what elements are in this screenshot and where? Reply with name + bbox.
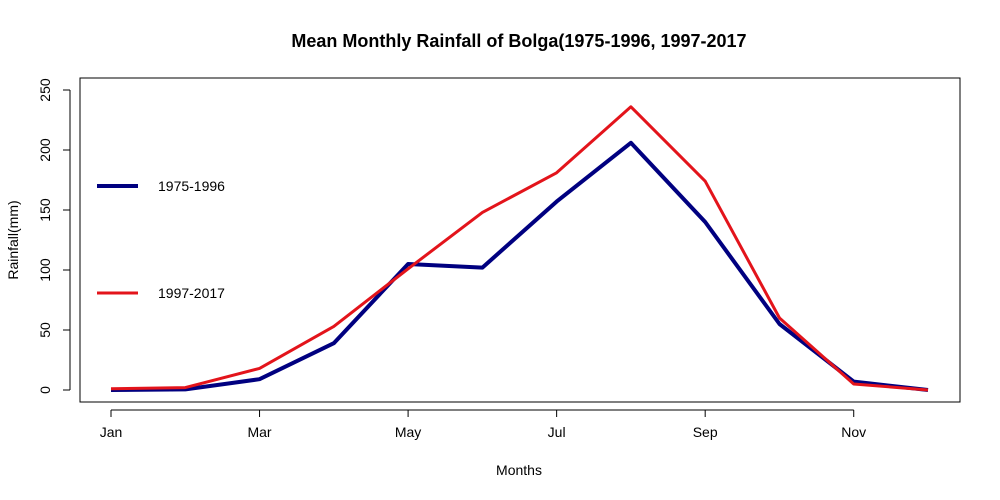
- y-tick-label: 150: [37, 198, 53, 222]
- x-tick-label: Jul: [548, 424, 566, 440]
- y-axis: 0 50 100 150 200 250: [37, 78, 71, 394]
- legend: 1975-1996 1997-2017: [97, 178, 225, 301]
- legend-label: 1975-1996: [158, 178, 225, 194]
- plot-frame: [79, 77, 961, 403]
- x-tick-label: May: [395, 424, 421, 440]
- series-line-1975-1996: [110, 140, 929, 392]
- y-tick-label: 100: [37, 258, 53, 282]
- x-tick-label: Sep: [693, 424, 718, 440]
- y-axis-label: Rainfall(mm): [5, 200, 21, 279]
- series-line-1997-2017: [110, 105, 929, 392]
- legend-label: 1997-2017: [158, 285, 225, 301]
- series-lines: [110, 105, 929, 392]
- x-axis: Jan Mar May Jul Sep Nov: [100, 409, 866, 440]
- x-tick-label: Nov: [841, 424, 866, 440]
- y-tick-label: 250: [37, 78, 53, 102]
- x-axis-label: Months: [496, 462, 542, 478]
- x-tick-label: Mar: [247, 424, 271, 440]
- chart-title: Mean Monthly Rainfall of Bolga(1975-1996…: [291, 31, 746, 51]
- y-tick-label: 0: [37, 386, 53, 394]
- y-tick-label: 200: [37, 138, 53, 162]
- y-tick-label: 50: [37, 322, 53, 338]
- x-tick-label: Jan: [100, 424, 123, 440]
